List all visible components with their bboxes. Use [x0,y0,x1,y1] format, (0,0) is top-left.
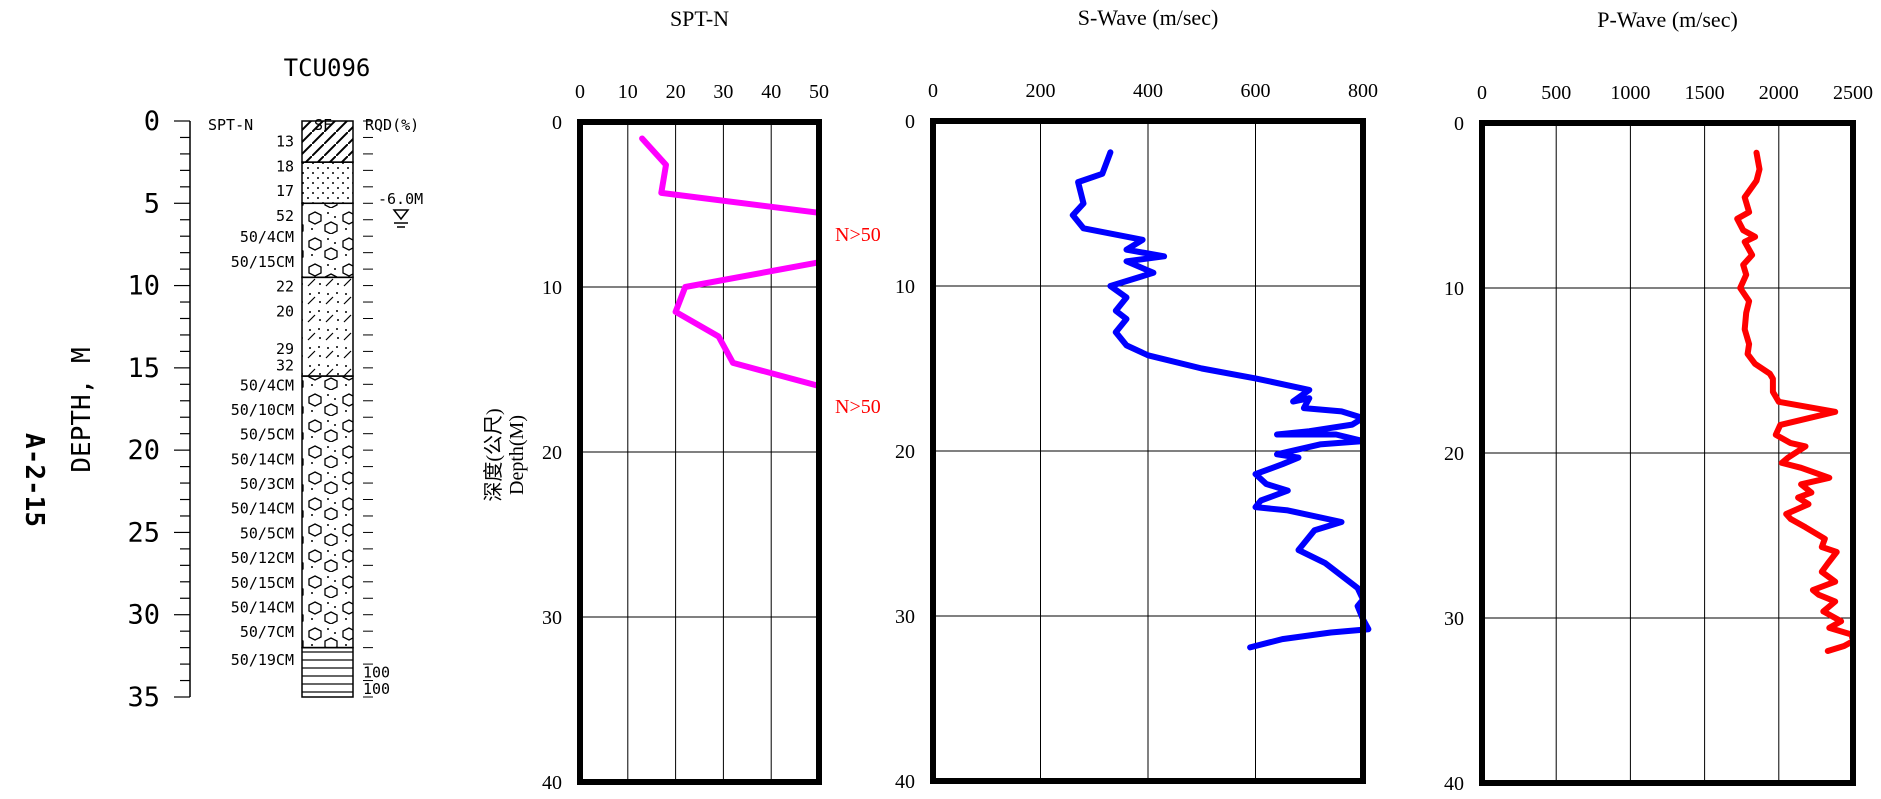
chart-title: P-Wave (m/sec) [1597,7,1738,32]
x-tick-label: 0 [575,81,585,103]
series-line [1069,149,1372,651]
plot-frame [1479,120,1856,786]
log-stratum-silt [301,276,354,377]
log-spt-value: 50/5CM [240,524,294,542]
plot-frame [930,118,1366,784]
x-tick-label: 1500 [1685,82,1725,104]
x-tick-label: 0 [1477,82,1487,104]
y-tick-label: 20 [1444,443,1464,465]
log-depth-label: 15 [127,353,160,384]
chart-panel-2: S-Wave (m/sec) 0 200 400 600 800 0 10 20 30 40 [895,5,1378,793]
y-tick-label: 30 [542,607,562,629]
log-depth-label: 20 [127,435,160,466]
log-stratum-rock [301,646,354,698]
x-tick-label: 30 [713,81,733,103]
log-spt-value: 50/15CM [231,574,294,592]
y-tick-label: 0 [552,112,562,134]
log-spt-value: 50/5CM [240,426,294,444]
x-tick-label: 400 [1133,80,1163,102]
series-line [1734,149,1856,654]
y-tick-label: 0 [905,111,915,133]
water-table-symbol [392,209,410,228]
x-tick-label: 500 [1541,82,1571,104]
series-line [639,135,822,665]
log-stratum-sand [301,161,354,205]
x-tick-label: 20 [666,81,686,103]
log-rqd-value: 100 [363,663,390,681]
log-spt-value: 17 [276,182,294,200]
log-spt-value: 32 [276,357,294,375]
water-table-label: -6.0M [378,190,423,208]
depth-axis-label: DEPTH, M [67,347,97,472]
annotation-label: N>50 [835,396,881,418]
log-depth-label: 30 [127,600,160,631]
y-tick-label: 40 [542,772,562,794]
y-tick-label: 0 [1454,113,1464,135]
x-tick-label: 800 [1348,80,1378,102]
log-spt-value: 50/10CM [231,401,294,419]
x-tick-label: 1000 [1610,82,1650,104]
y-tick-label: 40 [1444,773,1464,794]
log-spt-value: 18 [276,157,294,175]
log-spt-value: 13 [276,133,294,151]
log-stratum-gravel [301,375,354,649]
y-axis-label-cn: 深度(公尺) [482,408,505,501]
x-tick-label: 40 [761,81,781,103]
chart-panel-1: SPT-N 0 10 20 30 40 50 0 10 20 30 40 N>50 N>50 [542,6,881,794]
x-tick-label: 200 [1026,80,1056,102]
log-spt-value: 52 [276,207,294,225]
log-spt-value: 20 [276,302,294,320]
y-tick-label: 30 [1444,608,1464,630]
chart-title: SPT-N [670,6,729,31]
log-header-spt: SPT-N [208,116,253,134]
y-tick-label: 10 [895,276,915,298]
log-spt-value: 50/14CM [231,450,294,468]
chart-title: S-Wave (m/sec) [1078,5,1219,30]
log-depth-label: 5 [144,188,160,219]
log-spt-value: 50/4CM [240,376,294,394]
x-tick-label: 2000 [1759,82,1799,104]
x-tick-label: 0 [928,80,938,102]
plot-frame [577,119,822,785]
log-stratum-gravel [301,202,354,279]
y-tick-label: 10 [542,277,562,299]
log-depth-label: 25 [127,517,160,548]
y-tick-label: 40 [895,771,915,793]
log-header-rqd: RQD(%) [365,116,419,134]
log-spt-value: 50/7CM [240,623,294,641]
log-depth-label: 35 [127,682,160,713]
x-tick-label: 2500 [1833,82,1873,104]
side-label: A-2-15 [19,433,49,527]
y-tick-label: 30 [895,606,915,628]
log-stratum-fill [301,120,354,163]
log-spt-value: 22 [276,278,294,296]
x-tick-label: 50 [809,81,829,103]
log-spt-value: 50/3CM [240,475,294,493]
y-axis-label-en: Depth(M) [506,415,528,495]
y-tick-label: 10 [1444,278,1464,300]
y-tick-label: 20 [542,442,562,464]
log-spt-value: 50/19CM [231,651,294,669]
chart-panel-3: P-Wave (m/sec) 0 500 1000 1500 2000 2500 0 10 20 3… [1444,7,1873,795]
log-spt-value: 50/14CM [231,500,294,518]
log-spt-value: 50/15CM [231,253,294,271]
log-spt-value: 50/14CM [231,598,294,616]
log-spt-value: 50/12CM [231,549,294,567]
x-tick-label: 600 [1241,80,1271,102]
log-rqd-value: 100 [363,680,390,698]
x-tick-label: 10 [618,81,638,103]
log-depth-label: 0 [144,106,160,137]
log-station: TCU096 [284,54,371,82]
log-spt-value: 29 [276,340,294,358]
log-spt-value: 50/4CM [240,228,294,246]
annotation-label: N>50 [835,224,881,246]
log-depth-label: 10 [127,271,160,302]
y-tick-label: 20 [895,441,915,463]
